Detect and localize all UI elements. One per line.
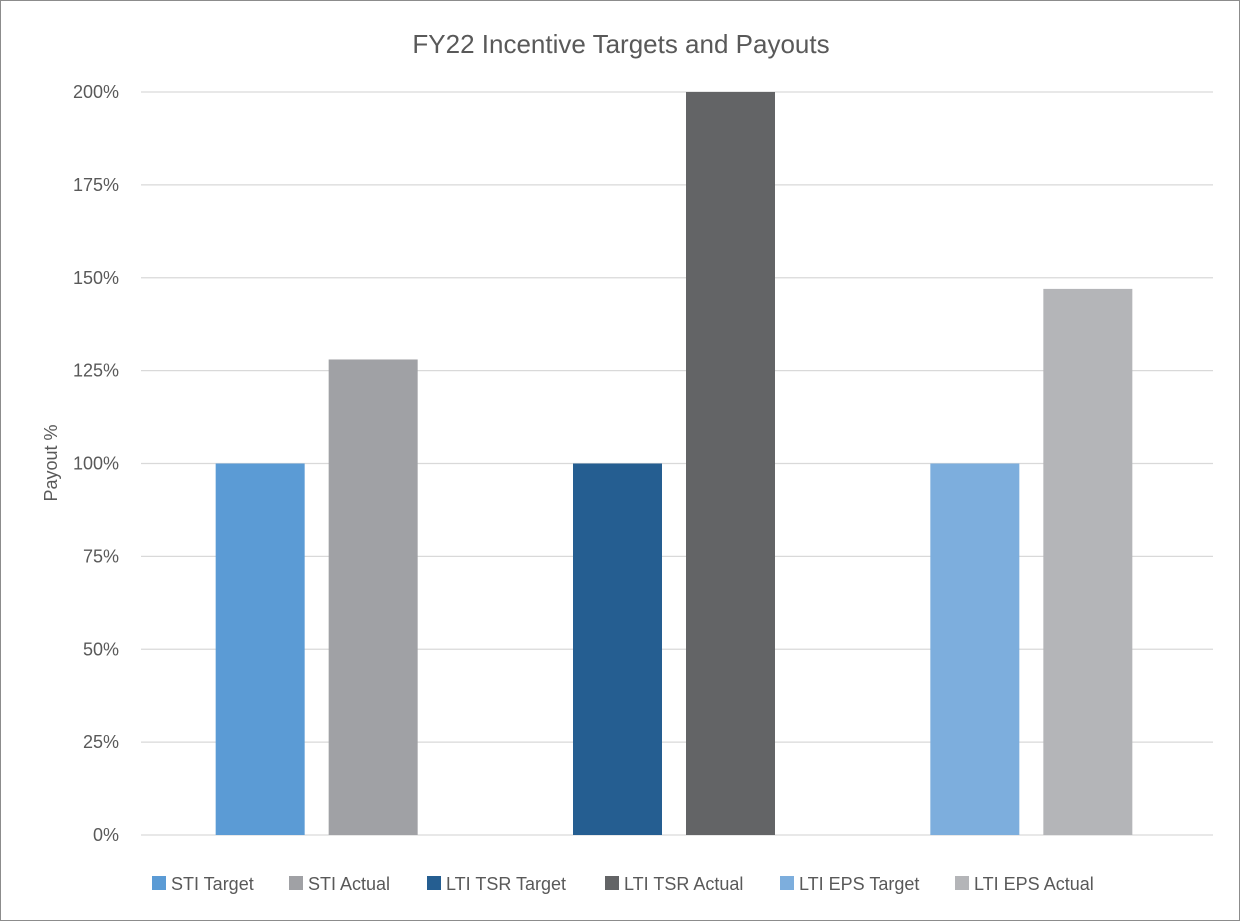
y-tick-label: 100% — [73, 454, 119, 474]
y-axis-ticks: 0% 25% 50% 75% 100% 125% 150% 175% 200% — [73, 82, 119, 845]
legend-label: LTI EPS Target — [799, 874, 919, 894]
y-tick-label: 175% — [73, 175, 119, 195]
legend-swatch — [427, 876, 441, 890]
y-tick-label: 150% — [73, 268, 119, 288]
bar-sti-actual — [328, 359, 418, 835]
bar-sti-target — [215, 463, 305, 835]
y-tick-label: 25% — [83, 732, 119, 752]
legend-swatch — [605, 876, 619, 890]
bar-lti-eps-actual — [1043, 288, 1133, 835]
legend-label: LTI TSR Target — [446, 874, 566, 894]
y-tick-label: 0% — [93, 825, 119, 845]
legend-label: LTI TSR Actual — [624, 874, 743, 894]
legend-swatch — [152, 876, 166, 890]
y-tick-label: 50% — [83, 639, 119, 659]
legend-label: STI Target — [171, 874, 254, 894]
bar-lti-tsr-target — [573, 463, 662, 835]
legend: STI Target STI Actual LTI TSR Target LTI TS… — [152, 874, 1094, 894]
legend-label: STI Actual — [308, 874, 390, 894]
legend-swatch — [780, 876, 794, 890]
bar-lti-eps-target — [930, 463, 1020, 835]
gridlines — [141, 91, 1213, 836]
y-tick-label: 200% — [73, 82, 119, 102]
y-axis-title: Payout % — [41, 424, 61, 501]
y-tick-label: 125% — [73, 361, 119, 381]
legend-swatch — [955, 876, 969, 890]
bars — [215, 92, 1133, 835]
chart-title: FY22 Incentive Targets and Payouts — [412, 29, 829, 59]
legend-swatch — [289, 876, 303, 890]
legend-label: LTI EPS Actual — [974, 874, 1094, 894]
y-tick-label: 75% — [83, 546, 119, 566]
bar-lti-tsr-actual — [686, 92, 775, 835]
